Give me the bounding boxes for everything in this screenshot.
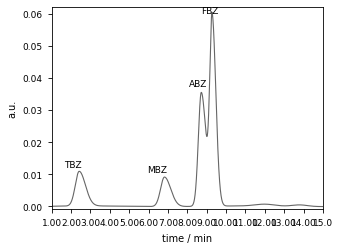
Text: TBZ: TBZ bbox=[64, 161, 82, 170]
Y-axis label: a.u.: a.u. bbox=[7, 100, 17, 118]
X-axis label: time / min: time / min bbox=[162, 233, 212, 243]
Text: FBZ: FBZ bbox=[201, 7, 218, 16]
Text: ABZ: ABZ bbox=[189, 80, 208, 89]
Text: MBZ: MBZ bbox=[147, 166, 167, 174]
